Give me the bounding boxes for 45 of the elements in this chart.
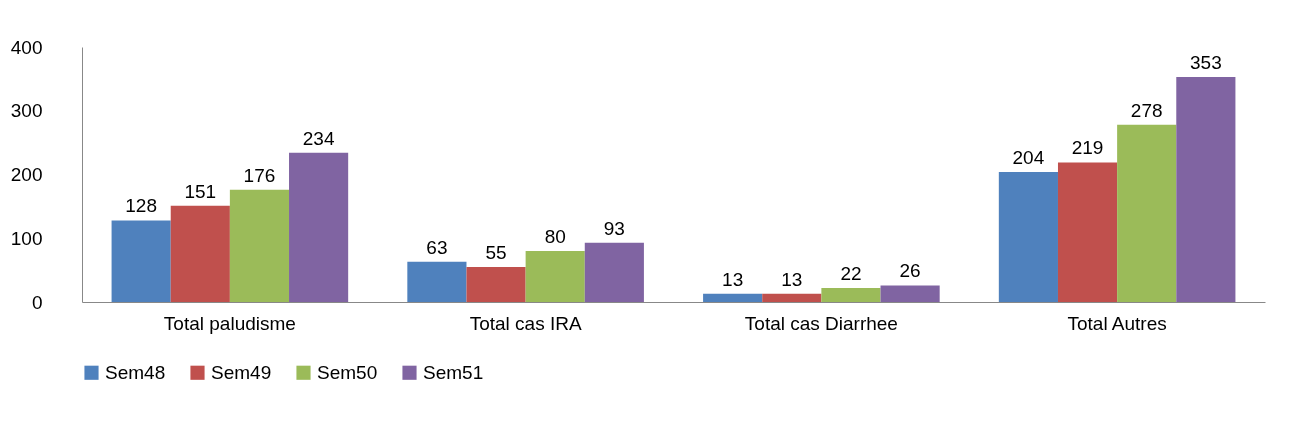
data-label: 204 — [1012, 146, 1045, 168]
data-label: 26 — [899, 260, 921, 282]
data-label: 63 — [426, 236, 448, 258]
bar — [1176, 76, 1236, 302]
data-label: 93 — [603, 217, 625, 239]
bar — [998, 171, 1058, 302]
data-label: 55 — [485, 241, 507, 263]
x-tick-label: Total cas Diarrhee — [744, 312, 898, 334]
data-label: 176 — [243, 164, 276, 186]
y-tick-label: 200 — [10, 164, 43, 185]
bar — [1057, 162, 1118, 302]
legend-label: Sem48 — [105, 361, 166, 383]
x-tick-label: Total Autres — [1067, 312, 1167, 334]
bar — [821, 287, 881, 302]
data-label: 219 — [1071, 137, 1104, 159]
data-label: 353 — [1190, 51, 1222, 73]
bar — [170, 205, 230, 302]
data-label: 278 — [1130, 99, 1163, 121]
y-tick-label: 300 — [10, 100, 43, 122]
data-label: 151 — [184, 180, 217, 202]
bar — [880, 285, 940, 302]
bar — [111, 220, 171, 302]
bar — [1117, 124, 1177, 302]
x-tick-label: Total paludisme — [163, 312, 296, 334]
bar — [584, 242, 644, 302]
bar — [289, 152, 349, 302]
bar — [466, 266, 526, 302]
data-label: 128 — [125, 195, 157, 217]
y-tick-label: 0 — [31, 291, 43, 313]
bar — [762, 293, 822, 302]
bar — [407, 261, 467, 302]
legend-label: Sem51 — [423, 361, 484, 383]
bar — [229, 189, 290, 302]
data-label: 234 — [302, 127, 335, 149]
data-label: 80 — [544, 226, 566, 247]
data-label: 13 — [781, 268, 803, 290]
x-tick-label: Total cas IRA — [469, 312, 582, 334]
legend-label: Sem50 — [317, 361, 378, 383]
data-label: 22 — [840, 262, 862, 284]
bar — [703, 293, 763, 302]
data-label: 13 — [722, 268, 744, 290]
y-tick-label: 400 — [10, 36, 43, 58]
y-tick-label: 100 — [10, 227, 43, 249]
bar — [525, 251, 585, 302]
legend-label: Sem49 — [211, 361, 272, 383]
